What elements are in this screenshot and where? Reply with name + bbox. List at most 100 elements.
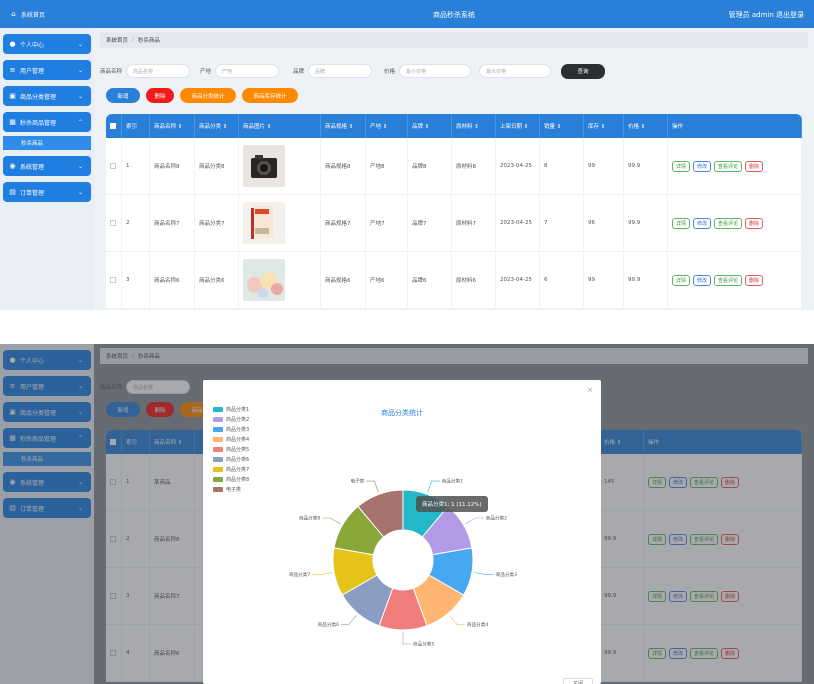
select-all-checkbox[interactable] bbox=[110, 439, 116, 445]
select-all-checkbox[interactable] bbox=[110, 123, 116, 129]
th-brand[interactable]: 品牌 ⇕ bbox=[408, 114, 452, 138]
sidebar-item-orders[interactable]: ▤ 订单管理 ⌄ bbox=[3, 498, 91, 518]
sidebar-subitem-seckill-goods[interactable]: 秒杀商品 bbox=[3, 136, 91, 150]
th-stock[interactable]: 库存 ⇕ bbox=[584, 114, 624, 138]
sidebar-item-seckill[interactable]: ▦ 秒杀商品管理 ⌃ bbox=[3, 112, 91, 132]
th-category[interactable]: 商品分类 ⇕ bbox=[195, 114, 239, 138]
legend-item[interactable]: 商品分类3 bbox=[213, 424, 249, 434]
legend-item[interactable]: 商品分类6 bbox=[213, 454, 249, 464]
edit-button[interactable]: 修改 bbox=[693, 274, 712, 286]
detail-button[interactable]: 详情 bbox=[648, 476, 667, 488]
th-origin[interactable]: 产地 ⇕ bbox=[366, 114, 408, 138]
sidebar-item-home[interactable]: ⌂ 系统首页 bbox=[0, 0, 94, 28]
max-price-input[interactable]: 最大价格 bbox=[479, 64, 552, 78]
product-image-toys[interactable] bbox=[243, 259, 285, 301]
th-name[interactable]: 商品名称 ⇕ bbox=[150, 430, 195, 454]
min-price-input[interactable]: 最小价格 bbox=[399, 64, 472, 78]
name-input[interactable]: 商品名称 bbox=[126, 64, 191, 78]
sidebar-item-system[interactable]: ◉ 系统管理 ⌄ bbox=[3, 472, 91, 492]
sidebar-item-users[interactable]: ≡ 用户管理 ⌄ bbox=[3, 60, 91, 80]
sidebar-subitem-seckill-goods[interactable]: 秒杀商品 bbox=[3, 452, 91, 466]
sidebar-item-profile[interactable]: ● 个人中心 ⌄ bbox=[3, 34, 91, 54]
row-delete-button[interactable]: 删除 bbox=[721, 476, 740, 488]
legend-item[interactable]: 商品分类1 bbox=[213, 404, 249, 414]
close-icon[interactable]: × bbox=[587, 386, 593, 394]
row-checkbox[interactable] bbox=[110, 479, 116, 485]
cell-brand: 品牌8 bbox=[408, 138, 452, 194]
row-checkbox[interactable] bbox=[110, 593, 116, 599]
add-button[interactable]: 新增 bbox=[106, 88, 140, 103]
row-delete-button[interactable]: 删除 bbox=[721, 590, 740, 602]
sidebar-item-orders[interactable]: ▤ 订单管理 ⌄ bbox=[3, 182, 91, 202]
legend-item[interactable]: 商品分类7 bbox=[213, 464, 249, 474]
row-delete-button[interactable]: 删除 bbox=[745, 217, 764, 229]
pie-label: 商品分类5 bbox=[413, 641, 434, 648]
review-button[interactable]: 查看评论 bbox=[690, 533, 719, 545]
row-delete-button[interactable]: 删除 bbox=[721, 647, 740, 659]
stock-stat-button[interactable]: 商品库存统计 bbox=[242, 88, 298, 103]
row-checkbox[interactable] bbox=[110, 163, 116, 169]
th-date[interactable]: 上架日期 ⇕ bbox=[496, 114, 540, 138]
review-button[interactable]: 查看评论 bbox=[714, 160, 743, 172]
brand-input[interactable]: 品牌 bbox=[308, 64, 373, 78]
legend-label: 商品分类8 bbox=[226, 476, 250, 483]
review-button[interactable]: 查看评论 bbox=[690, 590, 719, 602]
review-button[interactable]: 查看评论 bbox=[714, 217, 743, 229]
row-checkbox[interactable] bbox=[110, 536, 116, 542]
review-button[interactable]: 查看评论 bbox=[714, 274, 743, 286]
topbar: 商品秒杀系统 管理员 admin 退出登录 bbox=[94, 0, 814, 28]
sidebar-item-profile[interactable]: ● 个人中心 ⌄ bbox=[3, 350, 91, 370]
edit-button[interactable]: 修改 bbox=[669, 590, 688, 602]
detail-button[interactable]: 详情 bbox=[672, 274, 691, 286]
legend-item[interactable]: 商品分类2 bbox=[213, 414, 249, 424]
add-button[interactable]: 新增 bbox=[106, 402, 140, 417]
edit-button[interactable]: 修改 bbox=[669, 647, 688, 659]
th-sales[interactable]: 销量 ⇕ bbox=[540, 114, 584, 138]
query-button[interactable]: 查询 bbox=[561, 63, 606, 79]
close-button[interactable]: 关闭 bbox=[563, 678, 593, 684]
user-info[interactable]: 管理员 admin 退出登录 bbox=[728, 11, 804, 19]
name-input[interactable]: 商品名称 bbox=[126, 380, 191, 394]
th-image[interactable]: 商品图片 ⇕ bbox=[239, 114, 321, 138]
delete-button[interactable]: 删除 bbox=[146, 88, 174, 103]
category-stat-button[interactable]: 商品分类统计 bbox=[180, 88, 236, 103]
row-delete-button[interactable]: 删除 bbox=[745, 274, 764, 286]
sidebar-item-users[interactable]: ≡ 用户管理 ⌄ bbox=[3, 376, 91, 396]
product-image-camera[interactable] bbox=[243, 145, 285, 187]
th-price[interactable]: 价格 ⇕ bbox=[624, 114, 668, 138]
th-raw[interactable]: 原材料 ⇕ bbox=[452, 114, 496, 138]
product-image-book[interactable] bbox=[243, 202, 285, 244]
row-delete-button[interactable]: 删除 bbox=[721, 533, 740, 545]
pie-slice[interactable] bbox=[357, 489, 404, 538]
review-button[interactable]: 查看评论 bbox=[690, 476, 719, 488]
detail-button[interactable]: 详情 bbox=[648, 533, 667, 545]
row-checkbox[interactable] bbox=[110, 220, 116, 226]
th-name[interactable]: 商品名称 ⇕ bbox=[150, 114, 195, 138]
edit-button[interactable]: 修改 bbox=[669, 533, 688, 545]
review-button[interactable]: 查看评论 bbox=[690, 647, 719, 659]
row-checkbox[interactable] bbox=[110, 650, 116, 656]
legend-item[interactable]: 商品分类5 bbox=[213, 444, 249, 454]
edit-button[interactable]: 修改 bbox=[693, 160, 712, 172]
edit-button[interactable]: 修改 bbox=[669, 476, 688, 488]
row-delete-button[interactable]: 删除 bbox=[745, 160, 764, 172]
sidebar-item-system[interactable]: ◉ 系统管理 ⌄ bbox=[3, 156, 91, 176]
sidebar-item-category[interactable]: ▣ 商品分类管理 ⌄ bbox=[3, 402, 91, 422]
detail-button[interactable]: 详情 bbox=[672, 217, 691, 229]
legend-item[interactable]: 电子类 bbox=[213, 484, 249, 494]
origin-input[interactable]: 产地 bbox=[215, 64, 280, 78]
detail-button[interactable]: 详情 bbox=[672, 160, 691, 172]
legend-item[interactable]: 商品分类4 bbox=[213, 434, 249, 444]
detail-button[interactable]: 详情 bbox=[648, 647, 667, 659]
sidebar-item-category[interactable]: ▣ 商品分类管理 ⌄ bbox=[3, 86, 91, 106]
sidebar-item-seckill[interactable]: ▦ 秒杀商品管理 ⌃ bbox=[3, 428, 91, 448]
detail-button[interactable]: 详情 bbox=[648, 590, 667, 602]
delete-button[interactable]: 删除 bbox=[146, 402, 174, 417]
row-checkbox[interactable] bbox=[110, 277, 116, 283]
th-spec[interactable]: 商品规格 ⇕ bbox=[321, 114, 366, 138]
legend-item[interactable]: 商品分类8 bbox=[213, 474, 249, 484]
th-price[interactable]: 价格 ⇕ bbox=[600, 430, 644, 454]
breadcrumb-home[interactable]: 系统首页 bbox=[106, 354, 129, 360]
breadcrumb-home[interactable]: 系统首页 bbox=[106, 38, 129, 44]
edit-button[interactable]: 修改 bbox=[693, 217, 712, 229]
